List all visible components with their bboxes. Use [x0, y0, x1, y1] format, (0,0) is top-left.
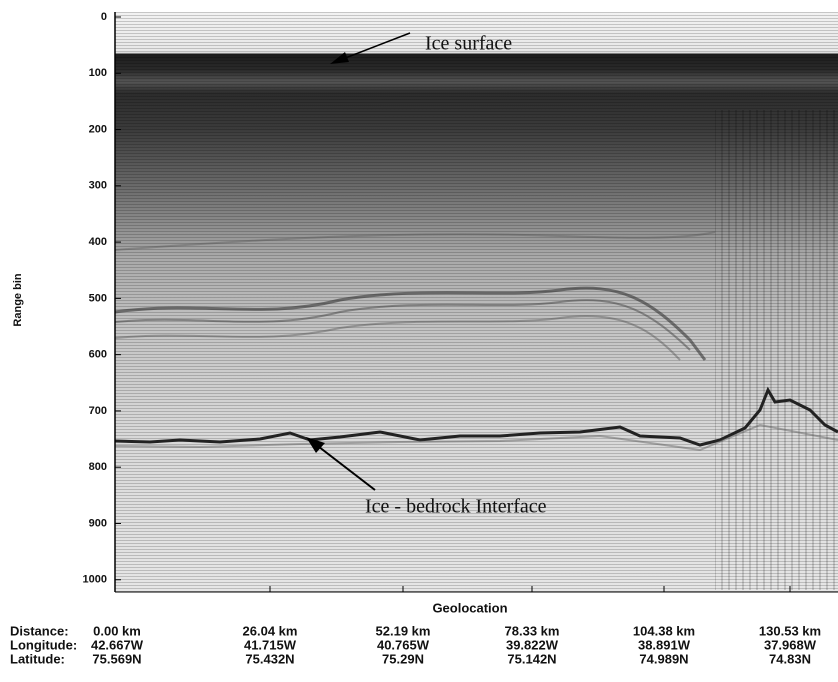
geo-value: 41.715W [244, 637, 297, 652]
y-tick-label: 200 [89, 123, 107, 135]
y-tick-label: 0 [101, 11, 107, 23]
geo-value: 75.432N [245, 651, 294, 666]
y-tick-label: 900 [89, 517, 107, 529]
annotation: Ice - bedrock Interface [365, 496, 547, 518]
x-axis-label: Geolocation [432, 600, 507, 615]
arrow-head [330, 52, 349, 64]
geo-value: 37.968W [764, 637, 817, 652]
row-label: Latitude: [10, 651, 65, 666]
arrow-head [306, 437, 325, 453]
echogram [114, 12, 838, 592]
annotation-arrow [309, 439, 376, 491]
geo-value: 78.33 km [505, 623, 560, 638]
geo-value: 38.891W [638, 637, 691, 652]
geo-value: 39.822W [506, 637, 559, 652]
y-tick-label: 800 [89, 461, 107, 473]
geo-value: 75.569N [92, 651, 141, 666]
y-tick-label: 700 [89, 405, 107, 417]
y-axis-label: Range bin [12, 273, 24, 326]
geo-value: 75.142N [507, 651, 556, 666]
geo-value: 42.667W [91, 637, 144, 652]
y-tick-label: 600 [89, 349, 107, 361]
geo-value: 130.53 km [759, 623, 821, 638]
geo-value: 0.00 km [93, 623, 141, 638]
geo-value: 75.29N [382, 651, 424, 666]
geo-value: 104.38 km [633, 623, 695, 638]
geo-value: 52.19 km [376, 623, 431, 638]
geo-value: 26.04 km [243, 623, 298, 638]
y-tick-label: 500 [89, 292, 107, 304]
row-label: Longitude: [10, 637, 77, 652]
geo-value: 74.989N [639, 651, 688, 666]
row-label: Distance: [10, 623, 69, 638]
y-tick-label: 400 [89, 236, 107, 248]
y-tick-label: 1000 [83, 574, 107, 586]
y-tick-label: 100 [89, 67, 107, 79]
y-tick-label: 300 [89, 180, 107, 192]
geo-value: 40.765W [377, 637, 430, 652]
annotation: Ice surface [425, 33, 512, 55]
annotation-arrow [334, 32, 411, 63]
geo-value: 74.83N [769, 651, 811, 666]
